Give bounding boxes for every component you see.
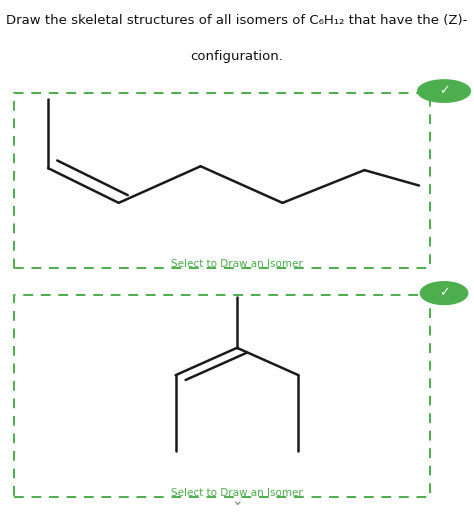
Text: Select to Draw an Isomer: Select to Draw an Isomer [171,258,303,269]
Text: ✓: ✓ [439,287,449,300]
Text: Select to Draw an Isomer: Select to Draw an Isomer [171,488,303,498]
Text: Draw the skeletal structures of all isomers of C₆H₁₂ that have the (Z)-: Draw the skeletal structures of all isom… [6,14,468,27]
Text: configuration.: configuration. [191,51,283,64]
Circle shape [418,80,470,102]
Text: ✓: ✓ [439,84,449,97]
Circle shape [420,282,468,304]
Text: ⌄: ⌄ [231,494,243,508]
